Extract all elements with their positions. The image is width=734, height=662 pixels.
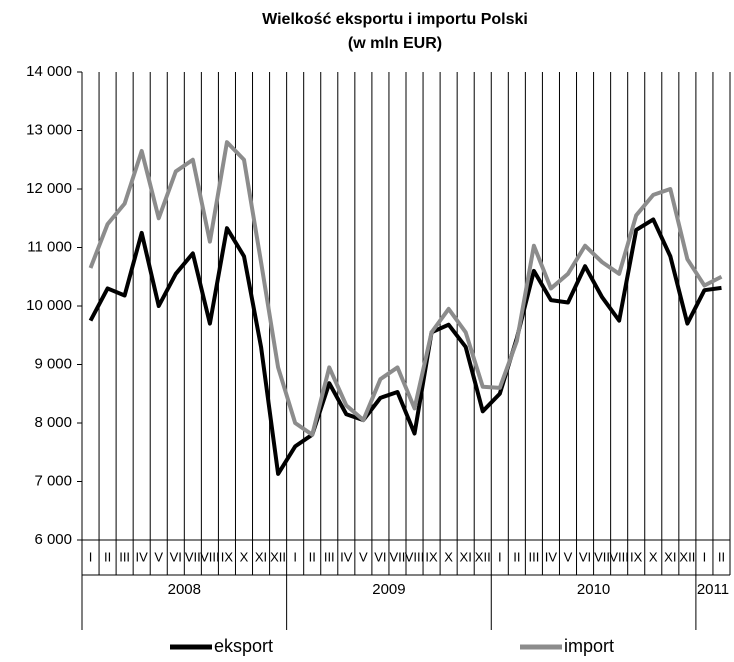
chart-subtitle: (w mln EUR) [348,35,442,52]
x-tick-label: II [104,549,111,564]
x-tick-label: IV [545,549,558,564]
year-label: 2009 [372,581,405,598]
x-tick-label: XI [460,549,472,564]
x-tick-label: X [240,549,249,564]
x-tick-label: XI [255,549,267,564]
x-tick-label: VIII [609,549,629,564]
y-tick-label: 7 000 [34,472,72,489]
x-tick-label: VIII [405,549,425,564]
x-tick-label: I [703,549,707,564]
x-tick-label: XII [270,549,286,564]
x-tick-label: II [309,549,316,564]
x-tick-label: I [293,549,297,564]
x-tick-label: V [564,549,573,564]
x-tick-label: XII [679,549,695,564]
x-tick-label: XII [475,549,491,564]
legend-label: import [564,636,614,656]
x-tick-label: IX [630,549,643,564]
series-line [88,217,722,476]
series-line [88,140,723,437]
y-tick-label: 10 000 [26,297,72,314]
y-tick-label: 9 000 [34,355,72,372]
y-tick-label: 11 000 [27,238,72,255]
x-tick-label: X [444,549,453,564]
legend-label: eksport [214,636,273,656]
x-tick-label: VI [374,549,386,564]
x-tick-label: VII [185,549,201,564]
x-tick-label: VIII [200,549,220,564]
x-tick-label: IV [340,549,353,564]
x-tick-label: X [649,549,658,564]
x-tick-label: I [498,549,502,564]
y-tick-label: 6 000 [34,531,72,548]
x-tick-label: III [528,549,539,564]
x-tick-label: VI [170,549,182,564]
x-tick-label: IV [136,549,149,564]
x-tick-label: V [359,549,368,564]
year-label: 2011 [697,581,729,598]
y-tick-label: 13 000 [26,121,72,138]
x-tick-label: V [154,549,163,564]
x-tick-label: II [513,549,520,564]
x-tick-label: IX [221,549,234,564]
x-tick-label: VII [594,549,610,564]
x-tick-label: III [119,549,130,564]
y-tick-label: 12 000 [26,180,72,197]
chart-title: Wielkość eksportu i importu Polski [262,11,528,28]
x-tick-label: I [89,549,93,564]
x-tick-label: II [718,549,725,564]
y-tick-label: 8 000 [34,414,72,431]
x-tick-label: VII [390,549,406,564]
year-label: 2008 [168,581,201,598]
x-tick-label: III [324,549,335,564]
x-tick-label: VI [579,549,591,564]
x-tick-label: IX [425,549,438,564]
year-label: 2010 [577,581,610,598]
x-tick-label: XI [664,549,676,564]
y-tick-label: 14 000 [26,63,72,80]
